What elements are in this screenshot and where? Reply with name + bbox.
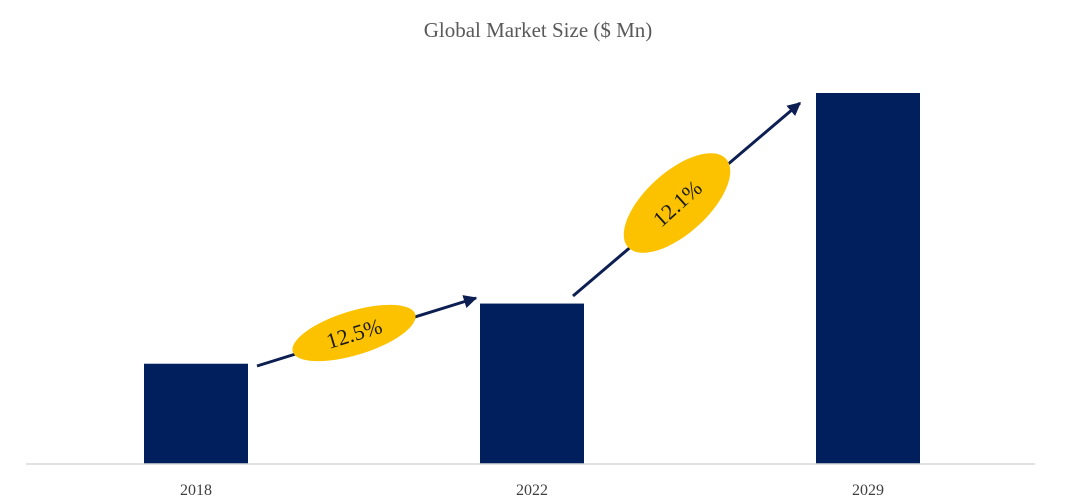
cagr-badge: 12.5%	[292, 304, 416, 362]
cagr-ellipse	[292, 304, 416, 362]
cagr-ellipse	[623, 153, 731, 253]
cagr-annotations: 12.5% 12.1%	[256, 101, 802, 368]
chart-title: Global Market Size ($ Mn)	[423, 18, 653, 42]
x-tick-label: 2022	[516, 482, 548, 499]
bar-2022	[480, 303, 584, 464]
x-tick-label: 2018	[180, 482, 212, 499]
bar-2018	[144, 363, 248, 464]
x-tick-label: 2029	[852, 482, 884, 499]
bars-layer	[144, 93, 920, 464]
x-tick-labels: 2018 2022 2029	[180, 482, 884, 499]
cagr-badge: 12.1%	[623, 153, 731, 253]
bar-2029	[816, 93, 920, 464]
